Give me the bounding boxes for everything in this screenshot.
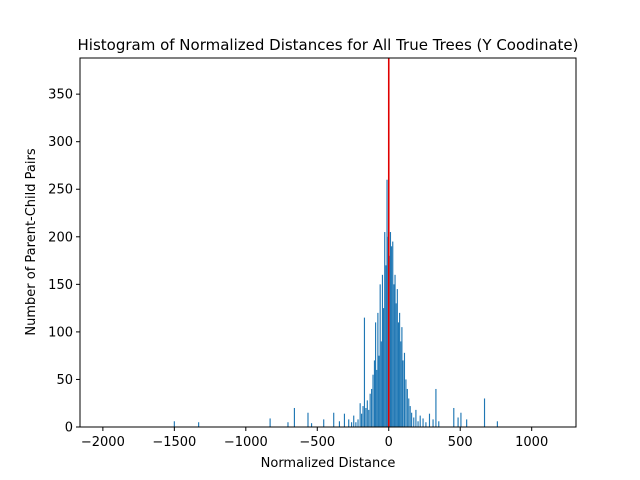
histogram-bar (399, 312, 401, 427)
histogram-bar (432, 419, 434, 427)
histogram-bar (425, 422, 427, 427)
x-tick-label: 1000 (515, 435, 548, 450)
histogram-bar (386, 179, 388, 427)
histogram-bar (368, 409, 370, 427)
histogram-bar (400, 341, 402, 427)
histogram-bar (406, 388, 408, 427)
histogram-bar (496, 421, 498, 427)
histogram-bar (397, 322, 400, 427)
histogram-bar (380, 341, 382, 427)
histogram-bar (173, 421, 175, 427)
histogram-bar (403, 352, 406, 427)
histogram-bar (457, 417, 459, 427)
histogram-bar (372, 374, 374, 427)
histogram-bar (402, 360, 404, 427)
histogram-bar (422, 418, 424, 427)
histogram-bar (375, 322, 377, 427)
histogram-bar (379, 284, 381, 427)
histogram-bar (323, 419, 325, 427)
histogram-bar (365, 407, 367, 427)
histogram-bar (417, 421, 419, 427)
x-axis: −2000 −1500 −1000 −500 0 500 1000 (81, 427, 548, 450)
histogram-bar (419, 415, 421, 427)
histogram-bar (392, 241, 394, 427)
y-tick-label: 50 (56, 373, 73, 388)
histogram-bar (361, 413, 363, 427)
histogram-bar (373, 360, 376, 427)
histogram-bar (411, 412, 413, 427)
histogram-bar (363, 317, 366, 427)
histogram-bar (269, 418, 271, 427)
histogram-bar (338, 421, 341, 427)
histogram-bar (369, 393, 371, 427)
x-tick-label: 500 (448, 435, 473, 450)
x-tick-label: −1000 (224, 435, 268, 450)
histogram-bar (198, 422, 200, 427)
histogram-bar (333, 412, 335, 427)
histogram-bar (310, 423, 313, 427)
histogram-bar (371, 388, 373, 427)
histogram-bar (435, 388, 437, 427)
histogram-bar (351, 422, 353, 427)
histogram-bar (385, 265, 387, 427)
histogram-bar (384, 232, 386, 427)
histogram-bar (383, 308, 385, 427)
y-tick-label: 100 (48, 325, 73, 340)
y-tick-label: 250 (48, 183, 73, 198)
histogram-bar (453, 407, 455, 427)
histogram-bar (357, 419, 359, 427)
histogram-bar (348, 419, 350, 427)
histogram-bar (377, 312, 379, 427)
histogram-bar (359, 403, 361, 427)
x-tick-label: 0 (385, 435, 393, 450)
histogram-bar (389, 232, 392, 427)
histogram-bar (307, 412, 309, 427)
x-tick-label: −1500 (152, 435, 196, 450)
x-tick-label: −2000 (81, 435, 125, 450)
histogram-bar (415, 409, 417, 427)
histogram-bar (413, 417, 415, 427)
histogram-bar (381, 274, 384, 427)
histogram-bar (355, 422, 357, 427)
chart-title: Histogram of Normalized Distances for Al… (78, 36, 579, 54)
y-tick-label: 350 (48, 88, 73, 103)
histogram-bar (378, 355, 380, 427)
histogram-bar (483, 398, 486, 427)
histogram-bar (362, 406, 364, 427)
y-tick-label: 0 (65, 421, 73, 436)
histogram-bar (408, 398, 410, 427)
histogram-bar (293, 407, 295, 427)
histogram-bar (393, 284, 395, 427)
histogram-bar (343, 413, 346, 427)
histogram-bar (466, 419, 468, 427)
histogram-bar (353, 415, 355, 427)
histogram-bar (366, 400, 368, 427)
x-axis-label: Normalized Distance (261, 456, 396, 471)
y-axis-label: Number of Parent-Child Pairs (24, 148, 39, 335)
y-axis: 0 50 100 150 200 250 300 350 (48, 88, 80, 436)
histogram-bar (287, 422, 289, 427)
histogram-bar (428, 413, 431, 427)
histogram-bar (438, 421, 440, 427)
histogram-bar (405, 379, 407, 427)
plot-area (173, 58, 498, 427)
plot-frame (79, 57, 577, 428)
histogram-bar (460, 412, 462, 427)
histogram-bar (391, 246, 393, 427)
histogram-bar (396, 289, 398, 427)
histogram-bar (395, 303, 397, 427)
histogram-bar (409, 406, 411, 427)
y-tick-label: 200 (48, 230, 73, 245)
histogram-bar (401, 327, 403, 427)
y-tick-label: 300 (48, 135, 73, 150)
x-tick-label: −500 (299, 435, 335, 450)
histogram-bar (394, 274, 396, 427)
y-tick-label: 150 (48, 278, 73, 293)
histogram-bar (376, 369, 378, 427)
